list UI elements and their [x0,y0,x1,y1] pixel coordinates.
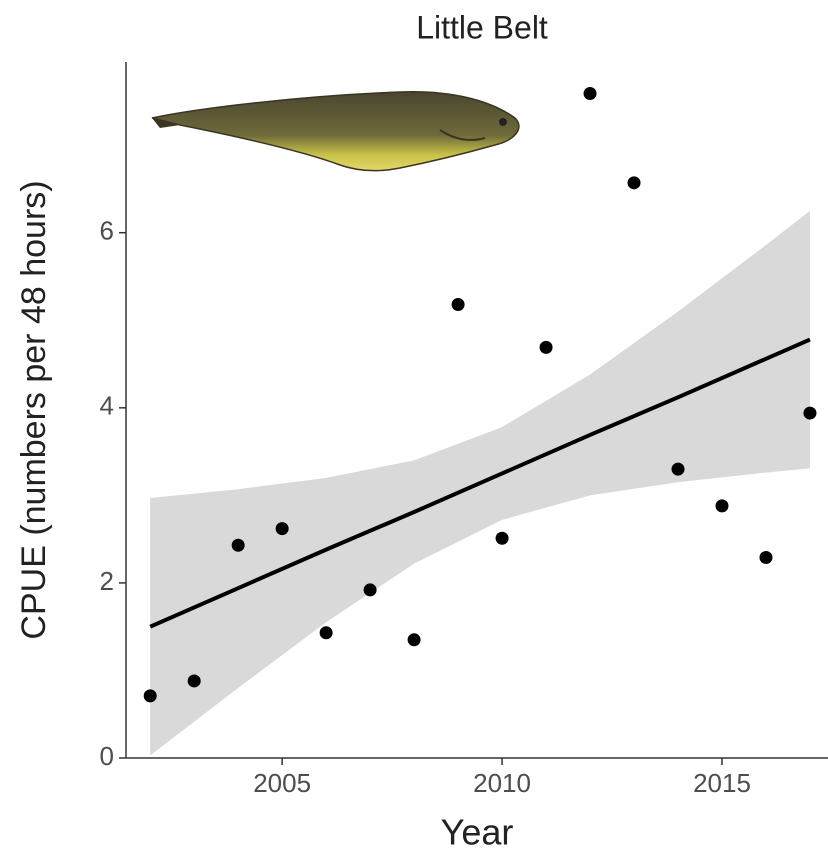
data-point [672,463,685,476]
data-point [276,522,289,535]
data-point [188,674,201,687]
data-point [628,176,641,189]
data-point [144,689,157,702]
y-tick-label: 4 [100,391,114,421]
data-point [320,626,333,639]
data-point [496,532,509,545]
y-tick-label: 2 [100,566,114,596]
data-point [232,539,245,552]
data-point [408,633,421,646]
data-point [803,407,816,420]
chart-title: Little Belt [416,9,548,45]
x-tick-label: 2005 [253,768,311,798]
data-point [715,499,728,512]
data-point [540,341,553,354]
data-point [759,551,772,564]
y-tick-label: 0 [100,741,114,771]
y-axis-title: CPUE (numbers per 48 hours) [15,180,53,639]
data-point [452,298,465,311]
fish-illustration [152,92,519,171]
trend-line [150,340,810,627]
x-axis-title: Year [441,812,514,853]
chart: Little Belt Year CPUE (numbers per 48 ho… [0,0,828,855]
y-tick-label: 6 [100,216,114,246]
x-tick-label: 2015 [693,768,751,798]
data-point [584,87,597,100]
plot-area: 0 2 4 6 2005 2010 2015 [100,62,828,798]
data-point [364,583,377,596]
x-tick-label: 2010 [473,768,531,798]
